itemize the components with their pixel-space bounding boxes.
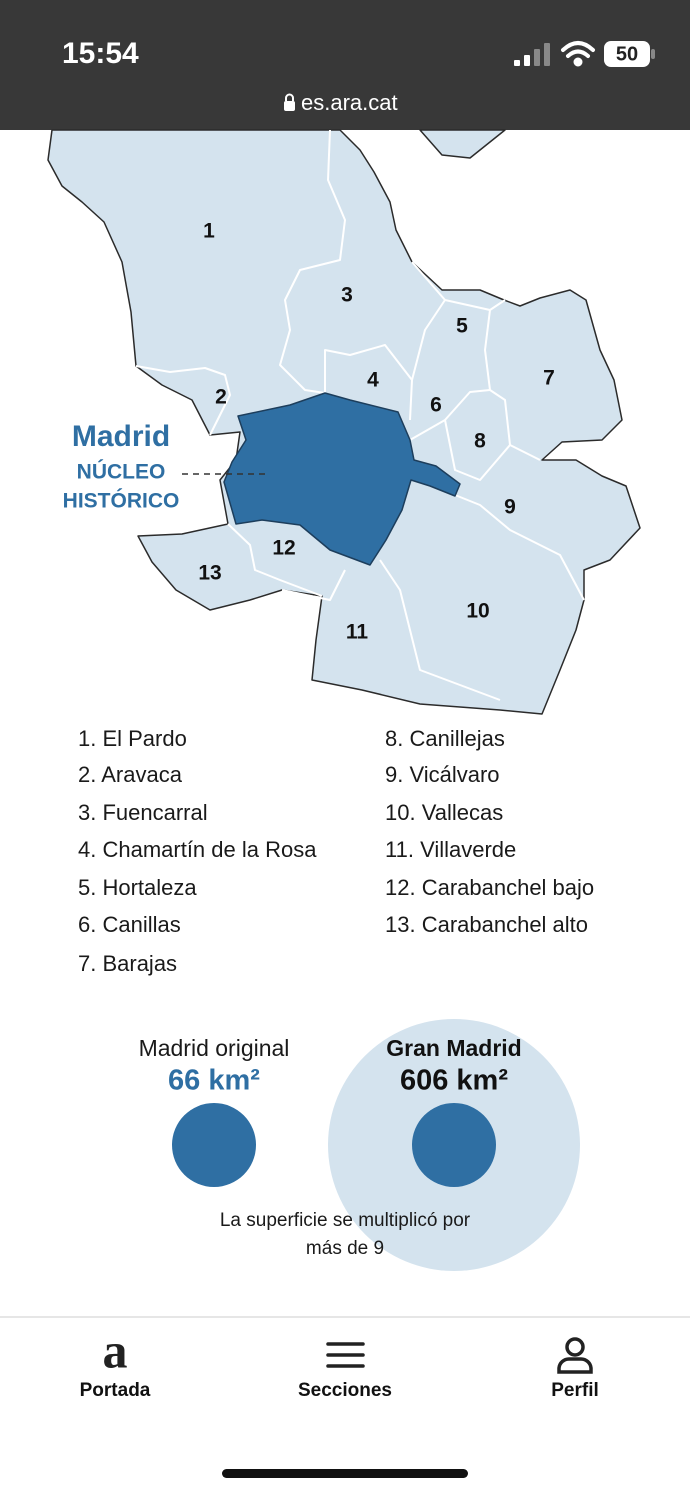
core-label: HISTÓRICO — [63, 489, 180, 513]
district-number: 9 — [504, 496, 516, 519]
legend-item: 2. Aravaca — [78, 762, 183, 787]
nav-portada[interactable]: a Portada — [80, 1322, 151, 1401]
nav-secciones[interactable]: Secciones — [298, 1342, 392, 1401]
user-icon — [557, 1337, 593, 1374]
core-name: Madrid — [72, 420, 170, 453]
map — [47, 129, 641, 715]
legend-item: 10. Vallecas — [385, 800, 503, 825]
battery — [604, 41, 650, 67]
signal-icon — [514, 43, 550, 66]
district-number: 12 — [272, 537, 295, 560]
district-number: 8 — [474, 430, 486, 453]
original-area: 66 km² — [168, 1065, 260, 1097]
battery-level: 50 — [616, 43, 638, 65]
district-number: 10 — [466, 600, 489, 623]
battery-tip — [651, 49, 655, 59]
legend-item: 13. Carabanchel alto — [385, 912, 588, 937]
logo: a — [103, 1322, 128, 1378]
url[interactable]: es.ara.cat — [301, 90, 398, 115]
district-number: 5 — [456, 315, 468, 338]
time: 15:54 — [62, 37, 139, 70]
legend-item: 5. Hortaleza — [78, 875, 197, 900]
legend-item: 4. Chamartín de la Rosa — [78, 837, 317, 862]
home-indicator — [222, 1469, 468, 1478]
district-borders — [135, 129, 585, 701]
legend-item: 3. Fuencarral — [78, 800, 208, 825]
nav-label: Portada — [80, 1380, 151, 1401]
nav-label: Perfil — [551, 1380, 599, 1401]
original-circle — [172, 1103, 256, 1187]
gran-title: Gran Madrid — [386, 1035, 521, 1061]
lock-icon — [284, 93, 295, 111]
comparison: Madrid original 66 km² Gran Madrid 606 k… — [139, 1019, 580, 1271]
legend: 1. El Pardo 2. Aravaca 3. Fuencarral 4. … — [78, 726, 594, 976]
original-circle-inner — [412, 1103, 496, 1187]
district-number: 13 — [198, 562, 221, 585]
district-labels: 1 2 3 4 5 6 7 8 9 10 11 12 13 — [198, 220, 555, 644]
legend-item: 7. Barajas — [78, 951, 177, 976]
wifi-icon — [561, 41, 595, 67]
core-label: NÚCLEO — [77, 460, 166, 484]
historic-core — [223, 392, 461, 566]
district-number: 4 — [367, 369, 379, 392]
note: La superficie se multiplicó por — [220, 1210, 471, 1231]
map-outline-north — [419, 129, 506, 159]
nav-label: Secciones — [298, 1380, 392, 1401]
legend-item: 9. Vicálvaro — [385, 762, 500, 787]
original-title: Madrid original — [139, 1035, 290, 1061]
legend-item: 6. Canillas — [78, 912, 181, 937]
legend-item: 11. Villaverde — [385, 837, 516, 862]
legend-item: 12. Carabanchel bajo — [385, 875, 594, 900]
district-number: 1 — [203, 220, 215, 243]
nav-perfil[interactable]: Perfil — [551, 1337, 599, 1401]
legend-item: 1. El Pardo — [78, 726, 187, 751]
note: más de 9 — [306, 1238, 384, 1259]
menu-icon — [326, 1342, 365, 1368]
gran-area: 606 km² — [400, 1065, 508, 1097]
district-number: 2 — [215, 386, 227, 409]
district-number: 6 — [430, 394, 442, 417]
district-number: 7 — [543, 367, 555, 390]
legend-item: 8. Canillejas — [385, 726, 505, 751]
district-number: 11 — [346, 621, 369, 644]
district-number: 3 — [341, 284, 353, 307]
